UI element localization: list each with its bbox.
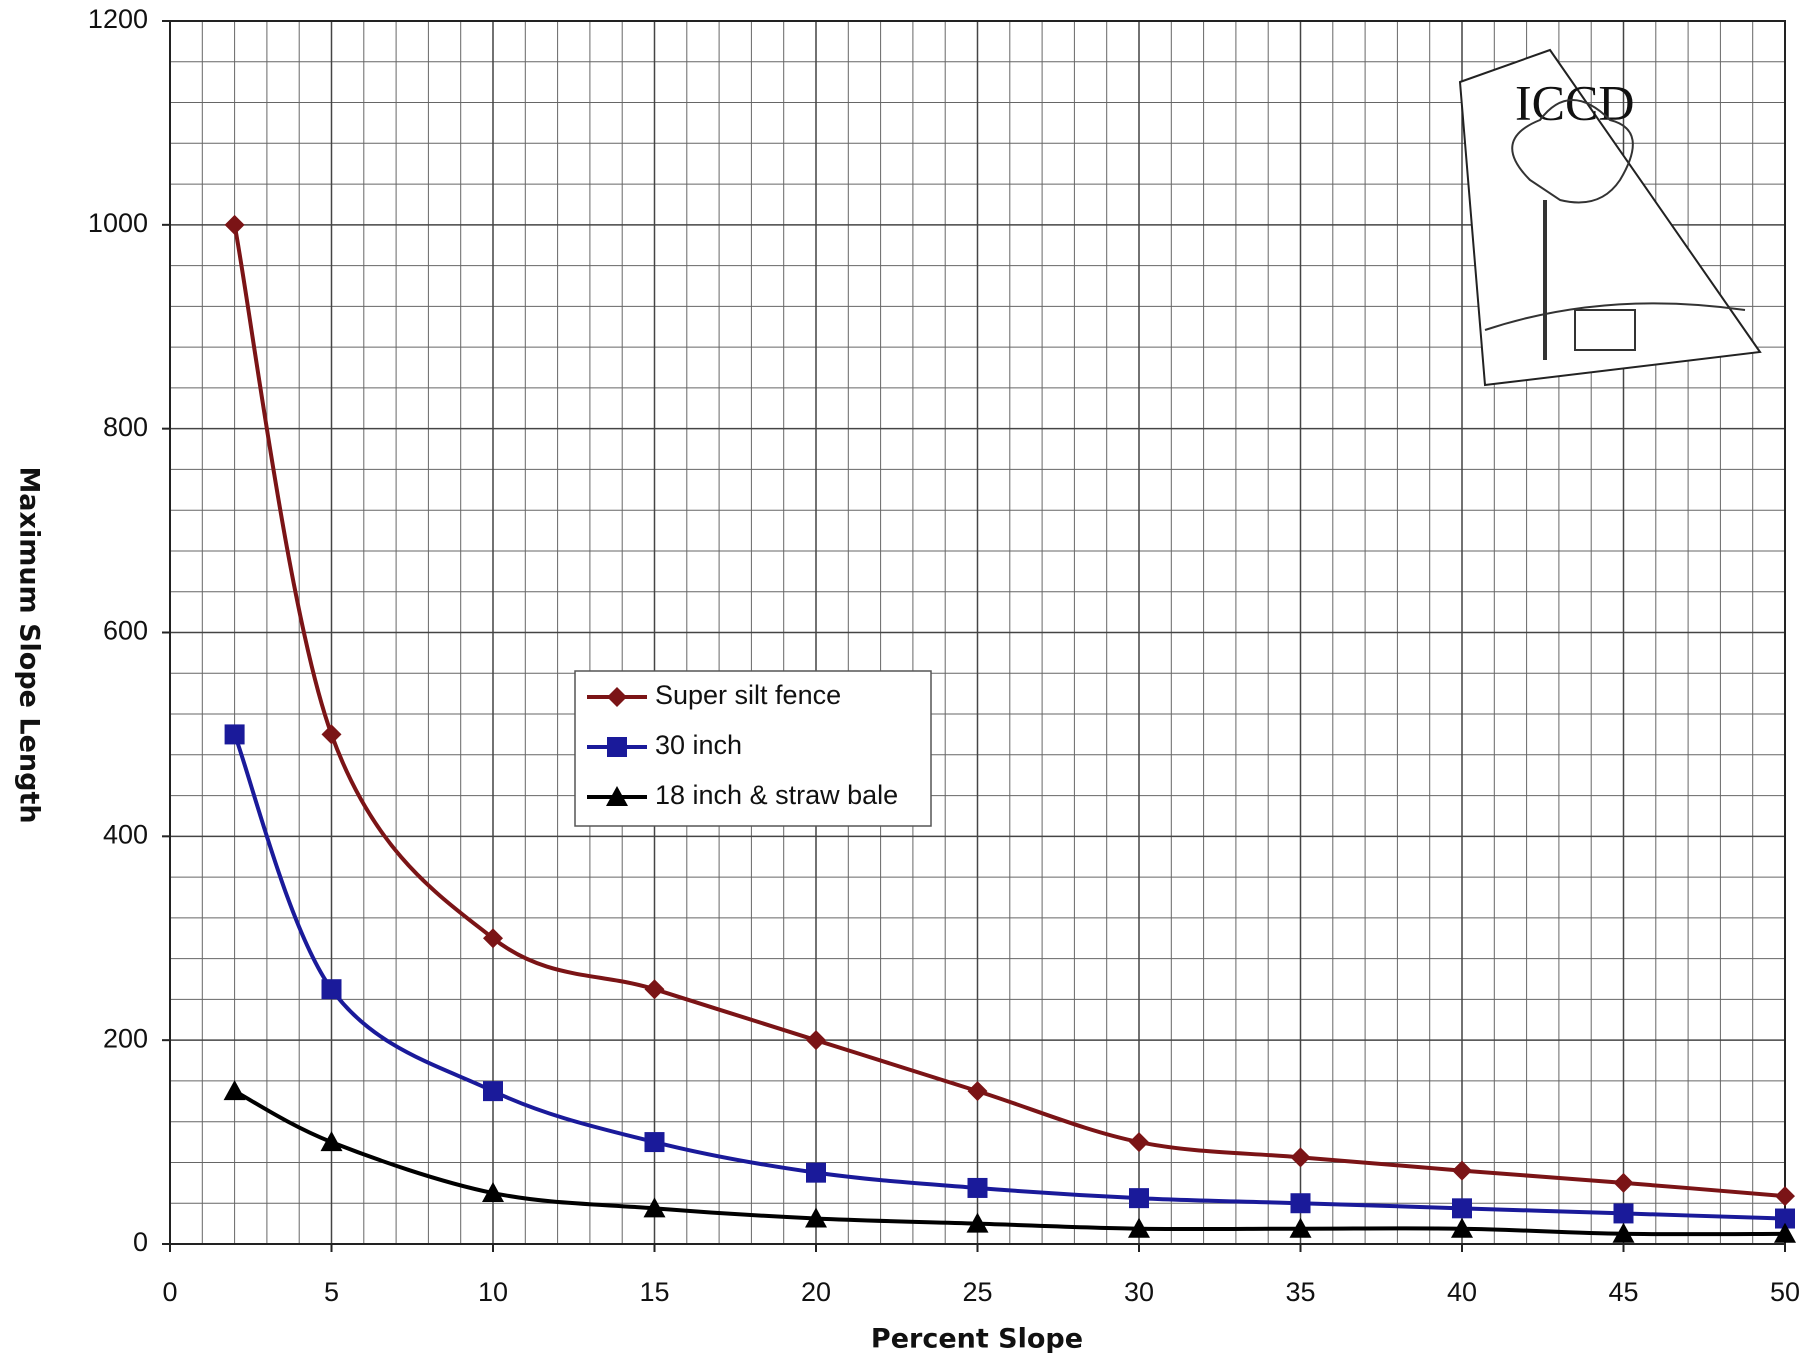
- y-tick-label: 0: [133, 1227, 148, 1257]
- line: [232, 224, 1786, 1199]
- y-tick-label: 200: [103, 1023, 148, 1053]
- marker: [1452, 1198, 1472, 1219]
- marker: [643, 1197, 666, 1218]
- x-tick-label: 30: [1124, 1277, 1154, 1307]
- marker: [321, 979, 342, 1000]
- marker: [1290, 1193, 1311, 1214]
- marker: [805, 1207, 827, 1228]
- marker: [1775, 1186, 1795, 1207]
- y-tick-label: 1000: [88, 208, 148, 238]
- marker: [1613, 1172, 1634, 1193]
- marker: [224, 214, 245, 235]
- marker: [224, 724, 245, 745]
- legend-label: 30 inch: [655, 730, 742, 760]
- y-axis-title: Maximum Slope Length: [14, 466, 45, 823]
- x-tick-label: 45: [1608, 1277, 1638, 1307]
- marker: [1290, 1147, 1311, 1168]
- marker: [1129, 1132, 1149, 1153]
- marker: [223, 1080, 246, 1101]
- legend: Super silt fence 30 inch 18 inch & straw b…: [574, 670, 932, 827]
- marker: [482, 1182, 504, 1203]
- marker: [1612, 1222, 1635, 1243]
- marker: [606, 786, 628, 806]
- marker: [607, 687, 627, 707]
- series: [224, 214, 1795, 1207]
- marker: [967, 1081, 988, 1102]
- marker: [966, 1212, 989, 1233]
- marker: [1129, 1188, 1149, 1209]
- marker: [644, 979, 665, 1000]
- marker: [1289, 1217, 1312, 1238]
- marker: [321, 724, 342, 745]
- line: [232, 733, 1786, 1221]
- x-axis-title: Percent Slope: [871, 1324, 1083, 1355]
- x-tick-label: 15: [639, 1277, 669, 1307]
- marker: [1774, 1222, 1796, 1243]
- marker: [806, 1162, 826, 1183]
- marker: [483, 928, 503, 949]
- marker: [967, 1177, 988, 1198]
- marker: [1775, 1208, 1795, 1229]
- y-tick-label: 800: [103, 412, 148, 442]
- marker: [806, 1030, 826, 1051]
- marker: [1452, 1160, 1472, 1181]
- legend-label: 18 inch & straw bale: [655, 780, 898, 810]
- x-tick-label: 5: [324, 1277, 339, 1307]
- x-tick-label: 40: [1447, 1277, 1477, 1307]
- legend-label: Super silt fence: [655, 680, 841, 710]
- marker: [483, 1081, 503, 1102]
- marker: [1128, 1217, 1150, 1238]
- x-tick-label: 50: [1770, 1277, 1800, 1307]
- y-tick-label: 1200: [88, 4, 148, 34]
- x-tick-label: 20: [801, 1277, 831, 1307]
- series: [224, 724, 1795, 1229]
- x-tick-label: 25: [962, 1277, 992, 1307]
- y-tick-label: 400: [103, 819, 148, 849]
- plot-frame: [169, 20, 1786, 1245]
- marker: [644, 1132, 665, 1153]
- marker: [1613, 1203, 1634, 1224]
- marker: [607, 737, 627, 757]
- logo: ICCD: [1458, 48, 1762, 387]
- x-tick-label: 35: [1285, 1277, 1315, 1307]
- y-tick-label: 600: [103, 616, 148, 646]
- marker: [1451, 1217, 1473, 1238]
- x-tick-label: 0: [162, 1277, 177, 1307]
- marker: [320, 1131, 343, 1152]
- x-tick-label: 10: [478, 1277, 508, 1307]
- series: [223, 1080, 1796, 1243]
